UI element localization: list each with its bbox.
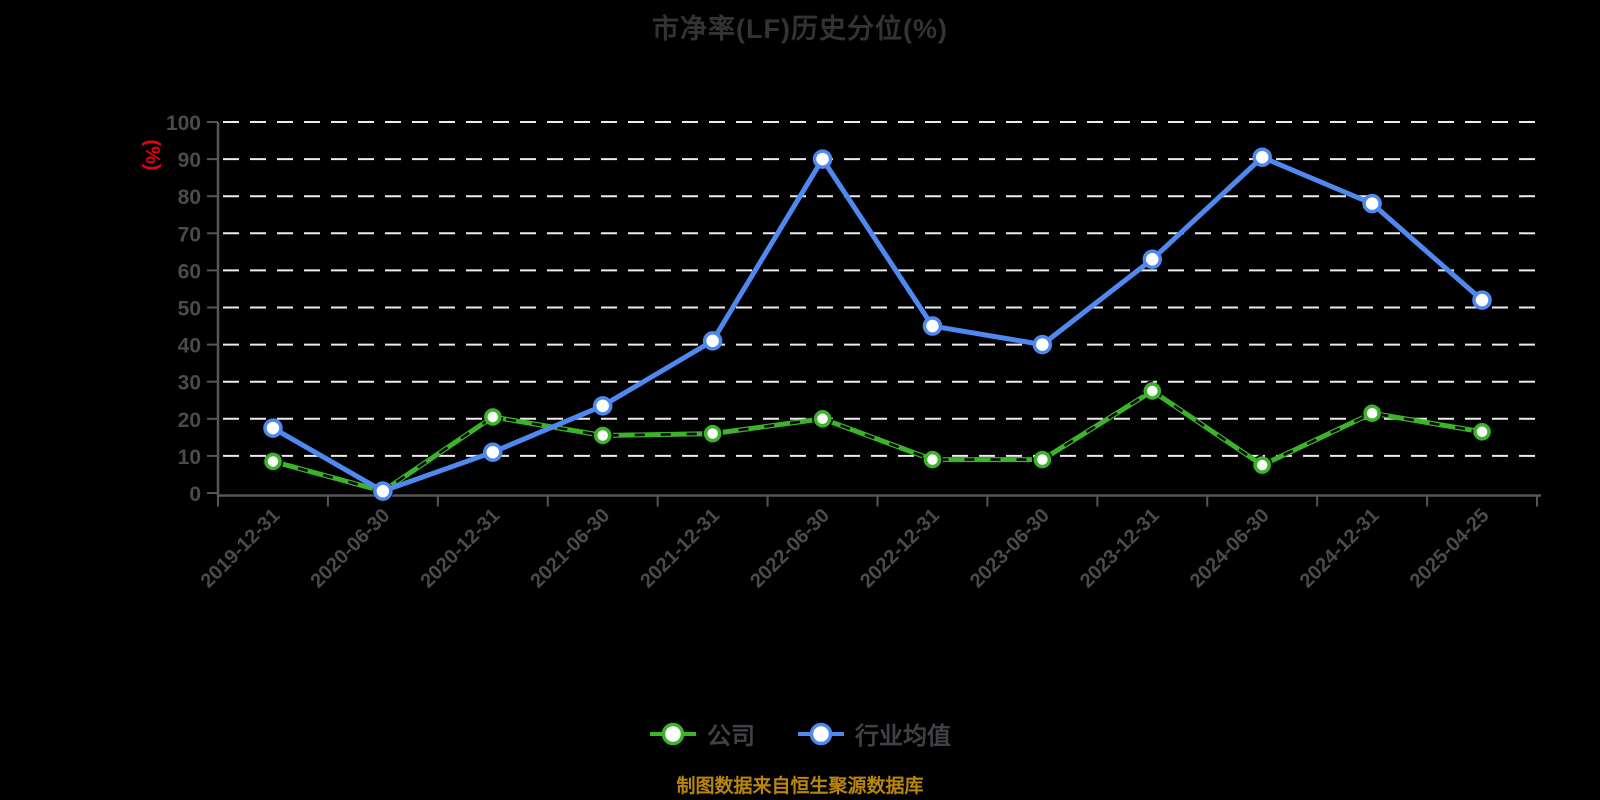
series-company-line <box>262 380 1493 502</box>
x-tick-label: 2024-12-31 <box>1296 504 1384 592</box>
industry-average-line-marker-icon <box>798 722 844 745</box>
legend-label-industry-average: 行业均值 <box>855 723 951 750</box>
company-data-point-marker <box>1033 450 1052 469</box>
company-data-point-marker <box>1253 456 1271 474</box>
y-tick-label: 50 <box>178 298 201 321</box>
y-tick-label: 100 <box>166 112 201 135</box>
y-tick-label: 0 <box>189 483 201 506</box>
x-tick-label: 2023-12-31 <box>1076 504 1164 592</box>
data-point-outline <box>812 408 834 430</box>
industry-average-data-point-marker <box>1032 334 1053 355</box>
y-axis-unit-label: (%) <box>141 139 163 170</box>
y-tick-label: 20 <box>178 409 201 432</box>
industry-average-data-point-marker <box>922 316 943 336</box>
company-data-point-marker <box>264 452 282 471</box>
industry-average-data-point-marker <box>483 442 503 462</box>
industry-average-data-point-marker <box>702 331 723 351</box>
x-tick-label: 2020-12-31 <box>416 504 504 592</box>
company-data-point-marker <box>484 408 502 426</box>
company-line-marker-icon <box>650 722 696 745</box>
data-point-outline <box>592 424 614 446</box>
chart-title: 市净率(LF)历史分位(%) <box>652 14 948 44</box>
company-data-point-marker <box>1143 382 1162 400</box>
industry-average-data-point-marker <box>263 418 283 438</box>
x-axis-ticks-and-labels: 2019-12-31 2020-06-30 2020-12-31 2021-06-30… <box>197 495 1538 592</box>
data-point-outline <box>1251 454 1273 476</box>
x-tick-label: 2019-12-31 <box>197 504 285 592</box>
industry-average-data-point-marker <box>592 396 613 416</box>
company-data-point-marker <box>813 410 832 428</box>
gridlines <box>223 121 1537 457</box>
series-industry-average-line <box>263 147 1492 501</box>
y-tick-label: 90 <box>178 149 201 172</box>
x-tick-label: 2021-06-30 <box>526 504 614 592</box>
y-tick-label: 40 <box>178 335 201 358</box>
y-tick-label: 10 <box>178 446 201 469</box>
legend-item-industry-average[interactable]: 行业均值 <box>797 716 951 751</box>
company-data-point-marker <box>1473 423 1491 441</box>
data-point-outline <box>1031 449 1053 471</box>
x-tick-label: 2022-06-30 <box>746 504 834 592</box>
industry-average-data-point-marker <box>1362 193 1382 214</box>
data-source-note: 制图数据来自恒生聚源数据库 <box>676 776 924 797</box>
industry-average-data-point-marker <box>1252 147 1272 167</box>
y-tick-label: 60 <box>178 260 201 283</box>
data-point-outline <box>262 450 284 472</box>
x-tick-label: 2024-06-30 <box>1186 504 1274 592</box>
x-tick-label: 2022-12-31 <box>856 504 944 592</box>
data-point-outline <box>482 406 504 428</box>
x-tick-label: 2020-06-30 <box>307 504 395 592</box>
company-data-point-marker <box>593 426 612 445</box>
data-point-outline <box>1361 402 1383 424</box>
x-tick-label: 2023-06-30 <box>966 504 1054 592</box>
data-point-outline <box>1471 421 1493 443</box>
legend-item-company[interactable]: 公司 <box>649 716 755 751</box>
industry-average-data-point-marker <box>1472 290 1492 310</box>
industry-average-data-point-marker <box>812 149 833 169</box>
y-axis-ticks-and-labels: 0 10 20 30 40 50 60 70 80 90 100(%) <box>141 112 218 506</box>
y-tick-label: 70 <box>178 223 201 246</box>
chart-legend: 公司 行业均值 <box>0 716 1600 751</box>
data-point-outline <box>702 423 724 445</box>
industry-average-data-point-marker <box>1142 249 1163 270</box>
y-tick-label: 30 <box>178 372 201 395</box>
company-data-point-marker <box>703 424 722 443</box>
x-tick-label: 2025-04-25 <box>1406 504 1494 592</box>
x-tick-label: 2021-12-31 <box>636 504 724 592</box>
y-tick-label: 80 <box>178 186 201 209</box>
legend-label-company: 公司 <box>707 723 755 750</box>
data-point-outline <box>921 449 943 471</box>
data-point-outline <box>1141 380 1163 402</box>
industry-average-data-point-marker <box>373 481 393 501</box>
company-data-point-marker <box>923 450 942 469</box>
company-data-point-marker <box>1363 404 1381 422</box>
